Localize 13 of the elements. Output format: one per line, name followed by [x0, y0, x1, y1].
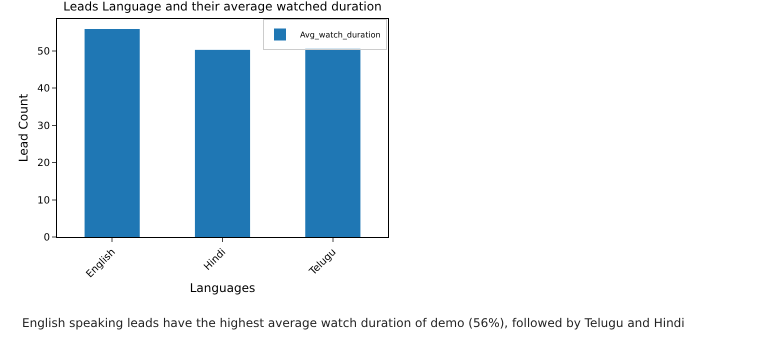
- y-tick-label: 50: [37, 46, 50, 58]
- chart-title: Leads Language and their average watched duration: [63, 0, 382, 14]
- y-tick-label: 30: [37, 120, 50, 132]
- x-axis-title: Languages: [190, 281, 256, 296]
- y-axis-title: Lead Count: [16, 94, 31, 162]
- y-tick-label: 40: [37, 84, 50, 95]
- y-tick-label: 0: [44, 232, 50, 244]
- y-tick-label: 10: [37, 195, 50, 206]
- bar: [84, 29, 140, 237]
- y-tick-label: 20: [37, 158, 50, 170]
- text: English speaking leads have the highest average watch duration of demo (56%), followed by Telugu and Hindi: [22, 316, 685, 330]
- bar: [194, 50, 250, 237]
- legend-label: Avg_watch_duration: [300, 30, 381, 40]
